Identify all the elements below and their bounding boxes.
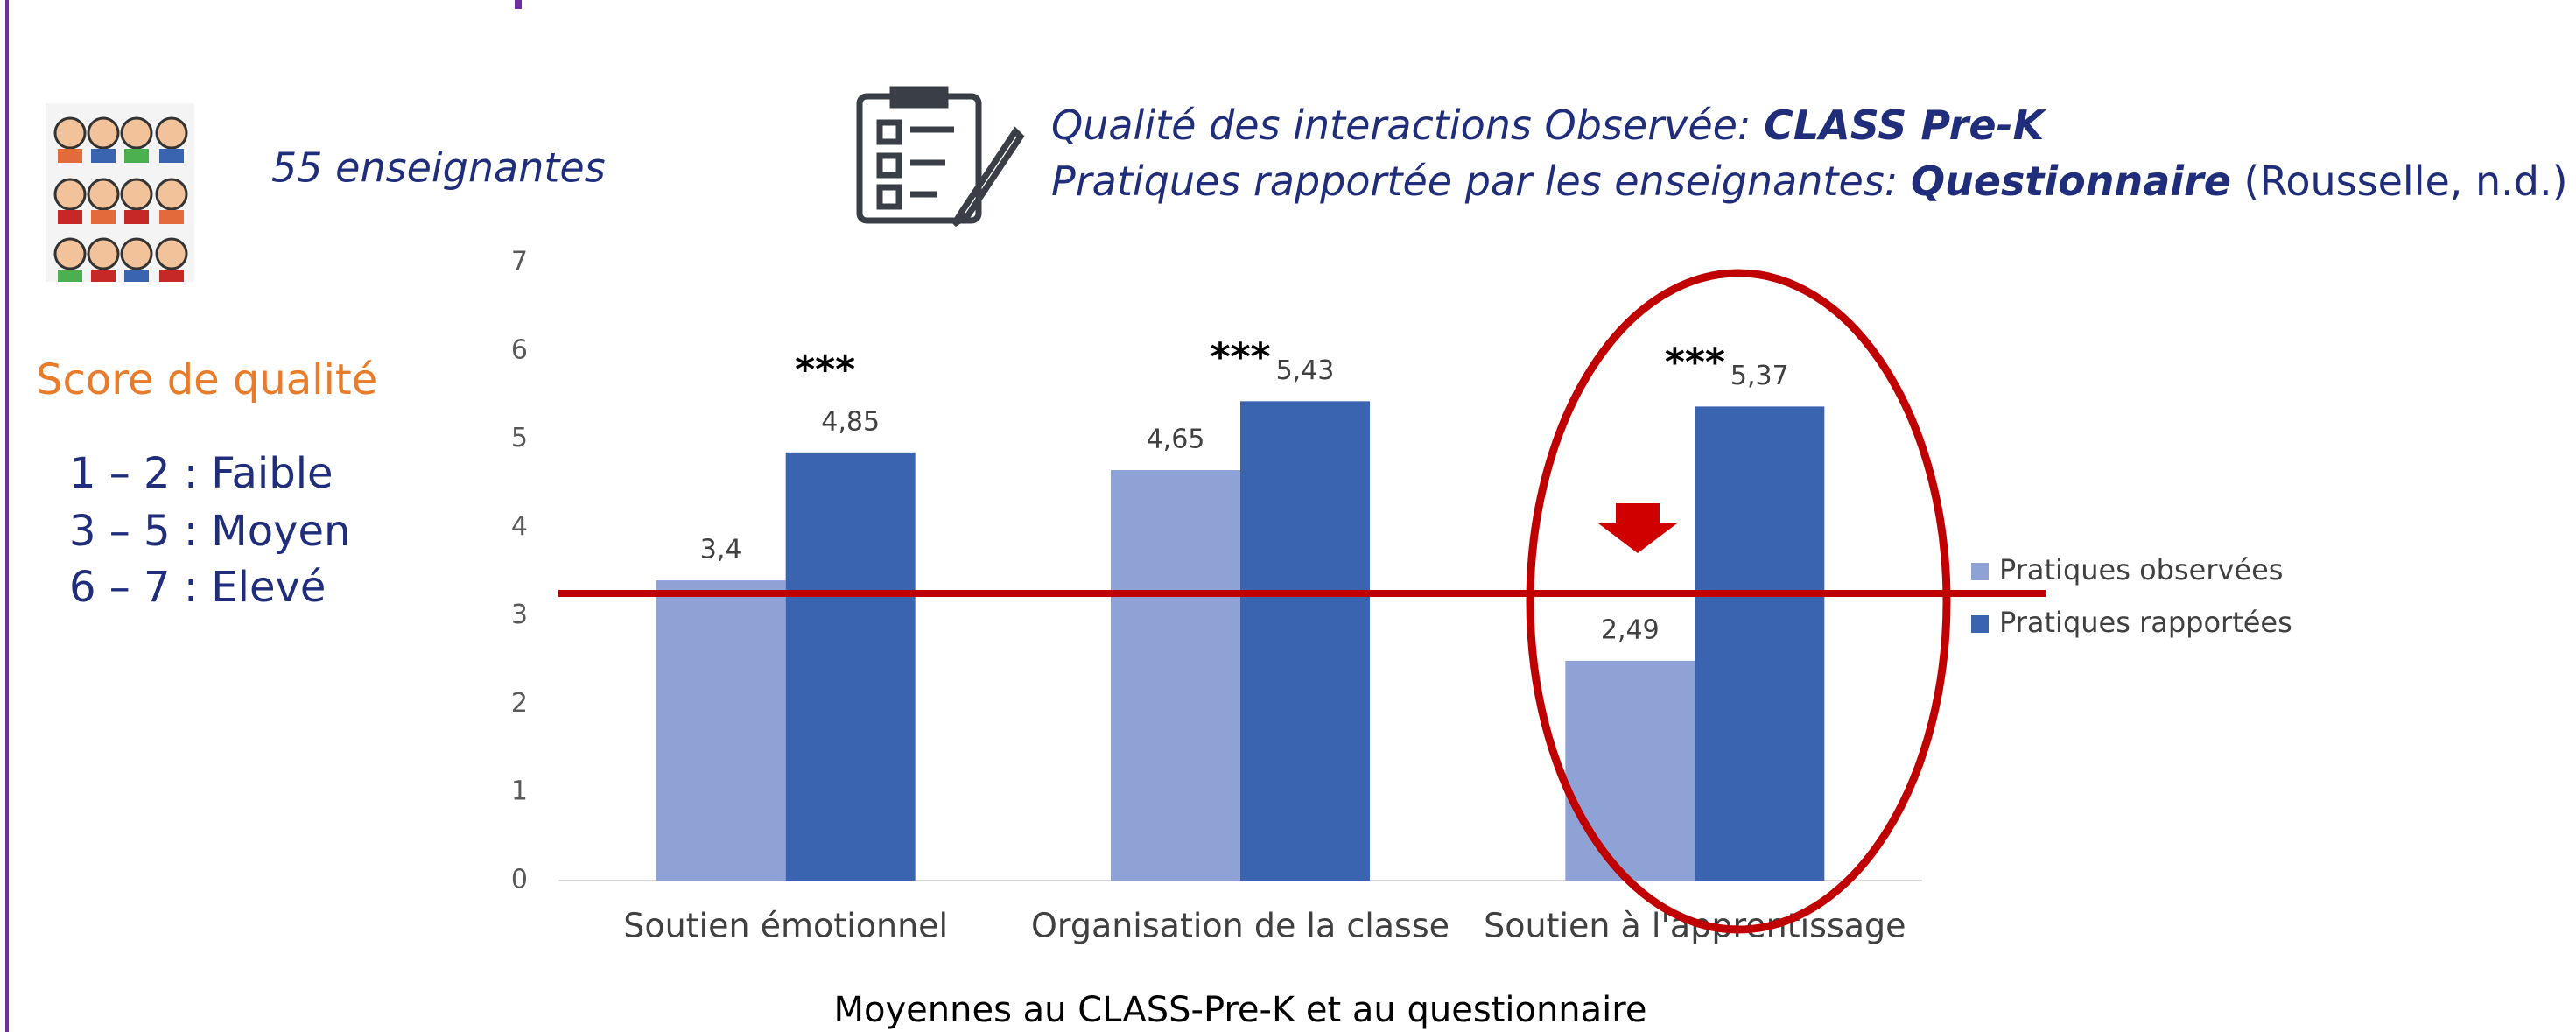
value-label: 4,65 xyxy=(1147,425,1205,455)
bar xyxy=(656,580,786,881)
teachers-count: 55 enseignantes xyxy=(271,144,606,192)
legend-label: Pratiques rapportées xyxy=(1999,606,2292,639)
down-arrow xyxy=(1598,503,1677,553)
method-line-1: Qualité des interactions Observée: CLASS… xyxy=(1051,102,2047,149)
y-tick-label: 5 xyxy=(511,423,528,453)
x-tick-label: Organisation de la classe xyxy=(1031,907,1449,945)
y-tick-label: 2 xyxy=(511,688,528,719)
legend-swatch xyxy=(1971,615,1989,633)
value-label: 4,85 xyxy=(821,406,880,437)
y-tick-label: 4 xyxy=(511,511,528,542)
y-tick-label: 7 xyxy=(511,247,528,277)
text: Pratiques rapportée par les enseignantes… xyxy=(1051,158,1911,205)
chart: 0 1 2 3 4 5 6 7 Soutien émotionnel 3,4 4,85 *** Orga… xyxy=(511,247,2292,1031)
text: (Rousselle, n.d.) xyxy=(2231,158,2568,205)
value-label: 2,49 xyxy=(1601,614,1660,645)
legend-label: Pratiques observées xyxy=(1999,553,2283,586)
method-line-2: Pratiques rapportée par les enseignantes… xyxy=(1051,158,2568,205)
x-axis-title: Moyennes au CLASS-Pre-K et au questionna… xyxy=(834,990,1647,1030)
bar xyxy=(1111,470,1240,881)
value-label: 5,43 xyxy=(1276,355,1335,386)
text-bold: CLASS Pre-K xyxy=(1764,102,2047,149)
significance: *** xyxy=(1210,334,1270,379)
scale-level: 6 – 7 : Elevé xyxy=(69,563,326,612)
y-tick-label: 1 xyxy=(511,776,528,807)
value-label: 5,37 xyxy=(1730,361,1789,391)
significance: *** xyxy=(795,348,855,392)
scale-level: 3 – 5 : Moyen xyxy=(69,507,350,556)
value-label: 3,4 xyxy=(700,535,742,565)
teachers-icon xyxy=(46,103,194,282)
bar xyxy=(1565,660,1695,881)
bar xyxy=(1695,406,1825,881)
y-tick-label: 6 xyxy=(511,334,528,365)
bar xyxy=(1240,401,1370,881)
highlight-ellipse xyxy=(1526,269,1951,934)
y-tick-label: 0 xyxy=(511,865,528,895)
clipboard-icon xyxy=(856,86,1025,227)
scale-level: 1 – 2 : Faible xyxy=(69,449,333,498)
significance: *** xyxy=(1665,340,1725,384)
legend-swatch xyxy=(1971,563,1989,580)
scale-title: Score de qualité xyxy=(36,355,377,404)
text-bold: Questionnaire xyxy=(1911,158,2231,205)
title-fragment xyxy=(515,0,522,9)
x-tick-label: Soutien émotionnel xyxy=(623,907,948,945)
y-tick-label: 3 xyxy=(511,600,528,630)
text: Qualité des interactions Observée: xyxy=(1051,102,1764,149)
bar xyxy=(785,452,916,881)
